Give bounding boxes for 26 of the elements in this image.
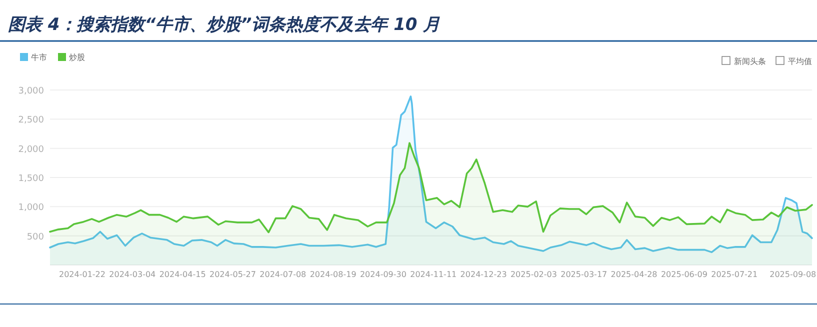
x-tick-label: 2024-01-22: [59, 270, 106, 279]
x-tick-label: 2025-04-28: [610, 270, 658, 279]
x-tick-label: 2024-09-30: [360, 270, 406, 279]
x-tick-label: 2025-09-08: [770, 270, 816, 279]
legend-label: 炒股: [69, 53, 85, 62]
y-tick-label: 1,000: [18, 203, 44, 214]
chart-title: 图表 4：搜索指数“牛市、炒股”词条热度不及去年 10 月: [8, 15, 440, 35]
legend-label: 牛市: [31, 53, 47, 62]
x-tick-label: 2025-06-09: [660, 270, 708, 279]
y-tick-label: 3,000: [18, 86, 44, 96]
x-tick-label: 2024-11-11: [410, 270, 457, 279]
x-tick-label: 2024-12-23: [460, 270, 507, 279]
x-tick-label: 2025-07-21: [711, 270, 758, 279]
text: 平均值: [788, 57, 812, 66]
text: 新闻头条: [734, 57, 766, 66]
y-tick-label: 2,500: [18, 116, 44, 126]
y-tick-label: 1,500: [18, 174, 44, 184]
x-tick-label: 2024-04-15: [159, 270, 206, 279]
x-tick-label: 2024-03-04: [109, 270, 156, 279]
x-tick-label: 2025-02-03: [510, 270, 557, 279]
x-tick-label: 2024-08-19: [310, 270, 356, 279]
x-tick-label: 2025-03-17: [560, 270, 608, 279]
x-tick-label: 2024-05-27: [209, 270, 256, 279]
x-tick-label: 2024-07-08: [260, 270, 306, 279]
y-tick-label: 2,000: [18, 144, 44, 155]
y-tick-label: 500: [26, 232, 44, 242]
